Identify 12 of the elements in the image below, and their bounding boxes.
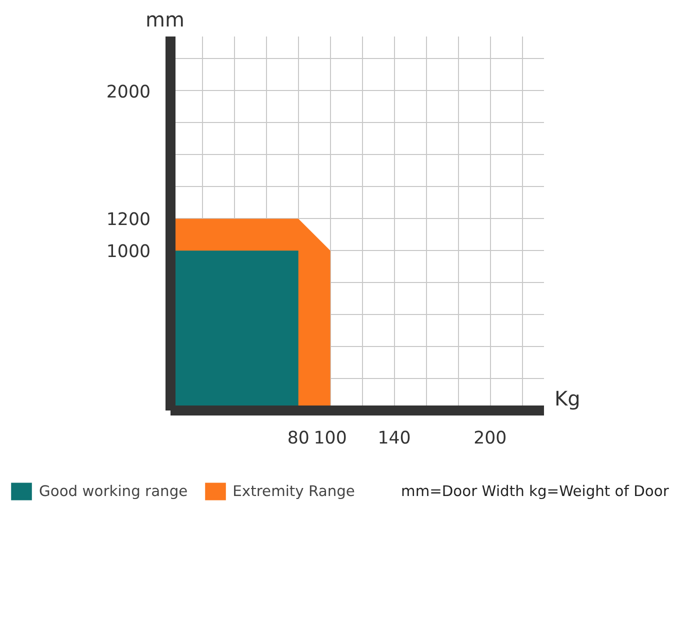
y-tick-label: 1200 [106, 210, 151, 230]
legend-label: Extremity Range [232, 482, 355, 500]
x-tick-label: 140 [378, 428, 411, 448]
x-tick-label: 100 [314, 428, 347, 448]
x-axis-title: Kg [554, 386, 580, 410]
x-tick-label: 80 [287, 428, 310, 448]
x-tick-label: 200 [474, 428, 507, 448]
text: mm=Door Width kg=Weight of Door [401, 483, 670, 500]
y-tick-label: 1000 [106, 242, 151, 262]
y-tick-label: 2000 [106, 82, 151, 102]
y-axis-title: mm [146, 8, 184, 32]
legend-label: Good working range [39, 482, 188, 500]
